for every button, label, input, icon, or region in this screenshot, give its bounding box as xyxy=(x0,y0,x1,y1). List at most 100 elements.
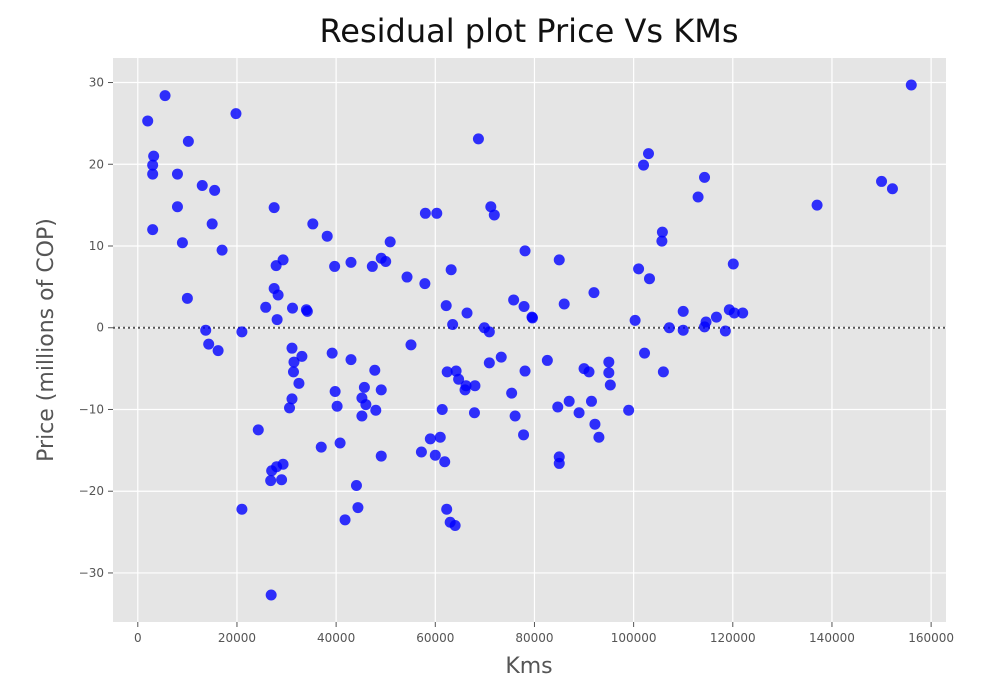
data-point-49 xyxy=(366,260,378,272)
data-point-142 xyxy=(699,171,711,183)
x-tick-label-1: 20000 xyxy=(218,631,256,645)
data-point-47 xyxy=(329,260,341,272)
x-axis-label: Kms xyxy=(505,654,552,679)
x-tick-label-2: 40000 xyxy=(317,631,355,645)
y-tick-label-0: −30 xyxy=(79,566,104,580)
data-point-115 xyxy=(553,457,565,469)
data-point-101 xyxy=(495,351,507,363)
data-point-83 xyxy=(447,318,459,330)
data-point-102 xyxy=(506,387,518,399)
x-axis-ticks: 0 20000 40000 60000 80000 100000 120000 140000 1… xyxy=(134,622,954,645)
data-point-3 xyxy=(148,150,160,162)
data-point-123 xyxy=(589,418,601,430)
data-point-8 xyxy=(196,180,208,192)
data-point-21 xyxy=(252,424,264,436)
data-point-62 xyxy=(370,404,382,416)
x-tick-label-7: 140000 xyxy=(809,631,855,645)
data-point-22 xyxy=(260,301,272,313)
data-point-7 xyxy=(182,135,194,147)
data-point-37 xyxy=(288,356,300,368)
data-point-85 xyxy=(441,366,453,378)
data-point-86 xyxy=(453,373,465,385)
data-point-124 xyxy=(593,431,605,443)
data-point-99 xyxy=(488,209,500,221)
data-point-117 xyxy=(563,395,575,407)
x-tick-label-6: 120000 xyxy=(710,631,756,645)
data-point-82 xyxy=(445,264,457,276)
data-point-71 xyxy=(419,278,431,290)
chart-title: Residual plot Price Vs KMs xyxy=(319,12,738,50)
data-points xyxy=(142,79,917,601)
x-tick-label-3: 60000 xyxy=(416,631,454,645)
data-point-12 xyxy=(206,218,218,230)
data-point-1 xyxy=(159,90,171,102)
data-point-61 xyxy=(375,384,387,396)
data-point-23 xyxy=(268,202,280,214)
data-point-48 xyxy=(345,256,357,268)
data-point-78 xyxy=(429,449,441,461)
data-point-5 xyxy=(147,224,159,236)
data-point-145 xyxy=(710,311,722,323)
y-tick-label-3: 0 xyxy=(96,321,104,335)
data-point-51 xyxy=(380,256,392,268)
data-point-90 xyxy=(469,380,481,392)
data-point-33 xyxy=(276,474,288,486)
data-point-56 xyxy=(345,354,357,366)
data-point-149 xyxy=(728,307,740,319)
data-point-2 xyxy=(147,159,159,171)
data-point-118 xyxy=(573,407,585,419)
data-point-38 xyxy=(287,366,299,378)
data-point-28 xyxy=(277,254,289,266)
data-point-140 xyxy=(677,324,689,336)
data-point-106 xyxy=(519,245,531,257)
data-point-152 xyxy=(876,175,888,187)
data-point-16 xyxy=(203,338,215,350)
data-point-153 xyxy=(886,183,898,195)
data-point-39 xyxy=(293,377,305,389)
data-point-15 xyxy=(200,324,212,336)
data-point-137 xyxy=(657,366,669,378)
data-point-32 xyxy=(277,458,289,470)
data-point-14 xyxy=(181,292,193,304)
data-point-107 xyxy=(519,365,531,377)
data-point-59 xyxy=(360,399,372,411)
data-point-72 xyxy=(419,207,431,219)
data-point-110 xyxy=(526,312,538,324)
data-point-69 xyxy=(339,514,351,526)
data-point-154 xyxy=(905,79,917,91)
data-point-55 xyxy=(331,400,343,412)
data-point-53 xyxy=(326,347,338,359)
data-point-91 xyxy=(468,407,480,419)
data-point-36 xyxy=(286,342,298,354)
data-point-40 xyxy=(296,350,308,362)
data-point-20 xyxy=(236,503,248,515)
data-point-64 xyxy=(315,441,327,453)
data-point-125 xyxy=(603,356,615,368)
y-axis-label: Price (millions of COP) xyxy=(34,218,59,462)
data-point-151 xyxy=(811,199,823,211)
data-point-67 xyxy=(350,479,362,491)
data-point-112 xyxy=(552,401,564,413)
data-point-42 xyxy=(284,402,296,414)
data-point-136 xyxy=(656,235,668,247)
data-point-135 xyxy=(656,226,668,238)
y-tick-label-4: 10 xyxy=(89,239,104,253)
data-point-57 xyxy=(369,364,381,376)
data-point-17 xyxy=(212,345,224,357)
data-point-0 xyxy=(142,115,154,127)
data-point-131 xyxy=(638,159,650,171)
data-point-11 xyxy=(176,237,188,249)
data-point-34 xyxy=(265,589,277,601)
data-point-63 xyxy=(356,410,368,422)
data-point-26 xyxy=(272,289,284,301)
data-point-116 xyxy=(558,298,570,310)
data-point-27 xyxy=(271,314,283,326)
data-point-88 xyxy=(460,380,472,392)
data-point-127 xyxy=(604,379,616,391)
x-tick-label-4: 80000 xyxy=(515,631,553,645)
data-point-111 xyxy=(541,354,553,366)
data-point-89 xyxy=(461,307,473,319)
y-tick-label-1: −20 xyxy=(79,484,104,498)
data-point-74 xyxy=(405,339,417,351)
